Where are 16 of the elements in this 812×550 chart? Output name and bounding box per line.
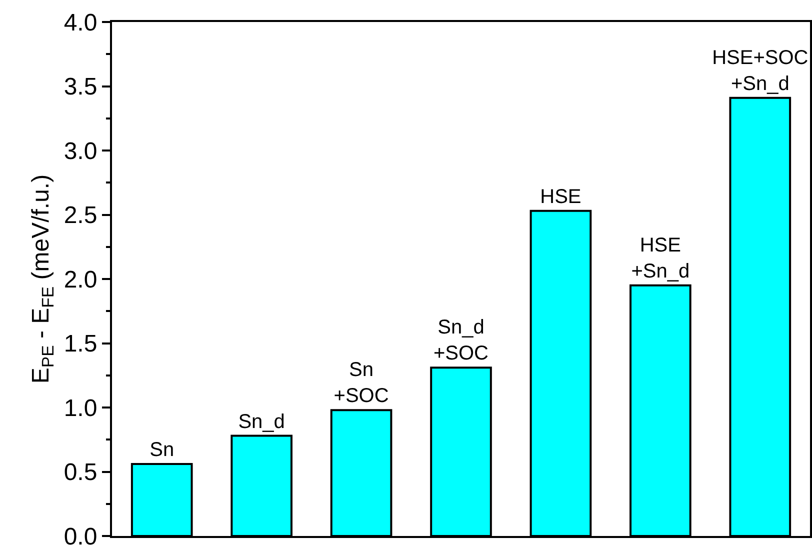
- x-tick-label: HSE+SOC +Sn_d: [712, 46, 808, 95]
- y-tick-label: 3.5: [64, 74, 98, 101]
- y-tick-label: 4.0: [64, 9, 98, 36]
- y-tick-label: 0.5: [64, 459, 98, 486]
- y-tick-label: 1.5: [64, 330, 98, 358]
- y-tick-label: 1.0: [64, 394, 98, 422]
- y-tick-label: 3.0: [64, 138, 98, 165]
- y-tick-label: 0.0: [64, 523, 98, 550]
- x-tick-label: HSE +Sn_d: [631, 234, 690, 282]
- x-tick-label: Sn: [150, 439, 174, 462]
- x-tick-label: Sn_d +SOC: [433, 316, 489, 365]
- x-tick-label: Sn +SOC: [334, 359, 389, 408]
- x-tick-label: Sn_d: [238, 410, 285, 433]
- y-tick-label: 2.0: [64, 266, 98, 294]
- y-tick-label: 2.5: [64, 202, 98, 230]
- x-tick-label: HSE: [540, 186, 582, 208]
